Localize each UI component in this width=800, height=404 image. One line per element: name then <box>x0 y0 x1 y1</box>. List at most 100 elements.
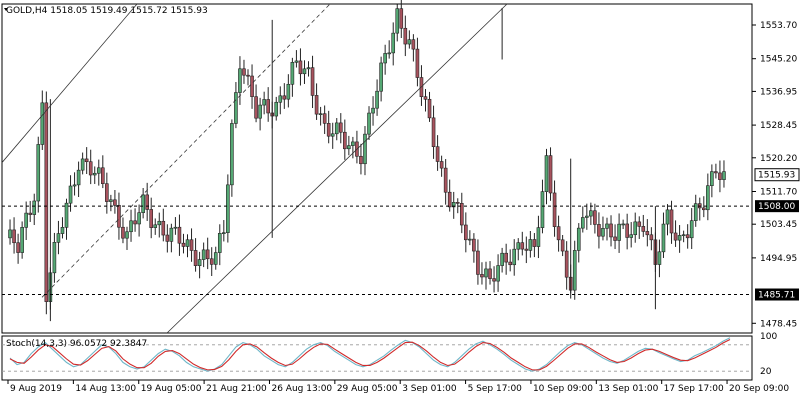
candle-body <box>157 220 162 226</box>
candle-body <box>125 231 129 239</box>
candle-body <box>455 202 460 204</box>
candle-body <box>601 228 605 237</box>
candle-body <box>589 210 593 217</box>
candle-body <box>117 204 121 228</box>
candle-body <box>516 242 521 250</box>
candle-body <box>665 209 670 225</box>
candle-body <box>197 259 202 266</box>
chart-header: GOLD,H4 1518.05 1519.49 1515.72 1515.93 <box>6 6 208 16</box>
candle-body <box>96 167 101 174</box>
dropdown-triangle-icon[interactable] <box>4 8 8 11</box>
candle-body <box>20 227 24 253</box>
candle-body <box>226 184 230 233</box>
y-tick-label: 1478.45 <box>760 319 797 329</box>
candle-body <box>585 215 589 218</box>
candle-body <box>322 113 327 124</box>
candle-body <box>201 249 206 260</box>
candle-body <box>44 102 49 302</box>
trend-channel-line[interactable] <box>166 3 508 334</box>
candle-body <box>689 220 694 239</box>
y-tick-label: 1536.95 <box>760 87 797 97</box>
x-tick-label: 17 Sep 17:00 <box>664 384 724 394</box>
stoch-signal-line <box>9 339 731 371</box>
candle-body <box>371 107 375 114</box>
candle-body <box>637 221 642 227</box>
candle-body <box>605 223 609 229</box>
candle-body <box>399 8 404 29</box>
candle-body <box>334 122 339 135</box>
candle-body <box>222 232 226 234</box>
candle-body <box>407 39 412 45</box>
candle-body <box>101 167 105 184</box>
candle-body <box>193 250 198 266</box>
candle-body <box>524 248 529 251</box>
candle-body <box>64 202 69 228</box>
candle-body <box>443 167 448 193</box>
candle-body <box>629 234 633 238</box>
candle-body <box>343 131 347 150</box>
candle-body <box>189 239 194 251</box>
candle-body <box>254 96 258 119</box>
candle-body <box>181 242 186 247</box>
candle-body <box>242 68 246 76</box>
candle-body <box>367 112 371 135</box>
candle-body <box>572 250 577 291</box>
candle-body <box>556 226 561 241</box>
candle-body <box>540 191 545 228</box>
candle-body <box>387 52 391 55</box>
x-tick-label: 14 Aug 13:00 <box>75 384 136 394</box>
candle-body <box>701 207 706 211</box>
candle-body <box>145 194 149 210</box>
candle-body <box>310 67 315 96</box>
candle-body <box>169 227 174 242</box>
trend-channel-line[interactable] <box>41 3 331 298</box>
trend-channel-line[interactable] <box>1 3 138 163</box>
candle-body <box>92 172 97 176</box>
candle-body <box>306 67 311 70</box>
candle-body <box>359 155 363 165</box>
candle-body <box>693 203 698 221</box>
candle-body <box>593 210 597 225</box>
x-tick-label: 10 Sep 09:00 <box>533 384 593 394</box>
candle-body <box>294 60 299 63</box>
candle-body <box>72 184 77 187</box>
candle-body <box>318 113 323 116</box>
candle-body <box>439 161 444 169</box>
x-tick-label: 5 Sep 17:00 <box>468 384 523 394</box>
y-tick-label: 1528.45 <box>760 121 797 131</box>
candle-body <box>230 123 234 186</box>
candle-body <box>714 171 718 174</box>
candle-body <box>213 252 218 265</box>
candle-body <box>16 242 20 253</box>
x-tick-label: 20 Sep 09:00 <box>729 384 789 394</box>
x-tick-label: 19 Aug 05:00 <box>141 384 202 394</box>
candle-body <box>286 83 291 100</box>
candle-body <box>338 122 343 133</box>
candle-body <box>528 239 533 251</box>
candle-body <box>459 203 464 226</box>
candle-body <box>217 233 222 253</box>
candle-body <box>52 242 57 274</box>
candle-body <box>411 39 416 50</box>
candle-body <box>363 133 367 165</box>
candle-body <box>645 231 650 236</box>
candle-body <box>512 248 517 266</box>
candle-body <box>451 202 456 208</box>
candle-body <box>500 252 504 266</box>
candle-body <box>60 227 65 234</box>
stoch-y-tick-label: 100 <box>760 332 777 342</box>
candle-body <box>484 268 488 278</box>
candle-body <box>40 102 45 145</box>
candle-body <box>234 92 238 124</box>
candle-body <box>177 226 182 244</box>
candle-body <box>718 172 722 180</box>
candle-body <box>504 252 508 263</box>
candle-body <box>209 258 214 265</box>
candle-body <box>423 96 428 100</box>
candle-body <box>113 199 117 206</box>
level-price-label: 1485.71 <box>758 291 795 301</box>
candle-body <box>137 212 141 225</box>
candle-body <box>677 235 682 241</box>
candle-body <box>290 62 295 85</box>
